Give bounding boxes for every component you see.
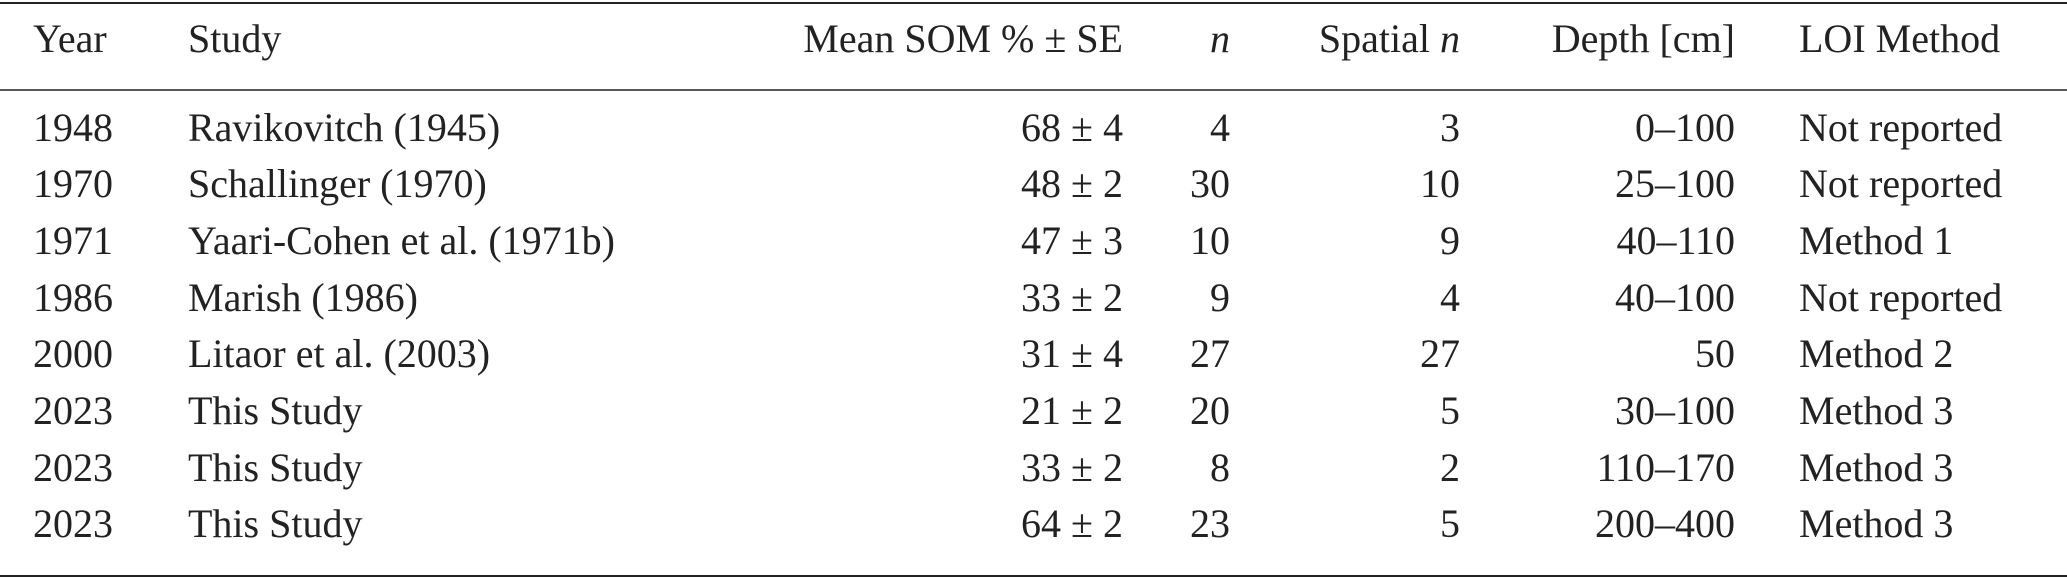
table-cell: 47 ± 3	[1021, 218, 1123, 263]
table-cell: 25–100	[1615, 161, 1735, 206]
table-cell: 0–100	[1635, 105, 1735, 150]
table-cell: 9	[1440, 218, 1460, 263]
column-header: Spatial n	[1319, 16, 1460, 61]
table-cell: 2023	[33, 388, 113, 433]
table-cell: 33 ± 2	[1021, 275, 1123, 320]
table-cell: 5	[1440, 388, 1460, 433]
table-cell: Method 3	[1799, 501, 1953, 546]
table-cell: Not reported	[1799, 105, 2002, 150]
table-cell: 5	[1440, 501, 1460, 546]
column-header: Study	[188, 16, 281, 61]
table-cell: 1970	[33, 161, 113, 206]
table-cell: Not reported	[1799, 161, 2002, 206]
column-header: LOI Method	[1799, 16, 2000, 61]
table-cell: 27	[1420, 331, 1460, 376]
column-header: Mean SOM % ± SE	[803, 16, 1123, 61]
column-header-part: Spatial	[1319, 16, 1430, 61]
table-cell: Schallinger (1970)	[188, 161, 487, 206]
table-cell: This Study	[188, 388, 362, 433]
column-header-part: n	[1440, 16, 1460, 61]
table-cell: Method 1	[1799, 218, 1953, 263]
table-cell: 3	[1440, 105, 1460, 150]
table-cell: Marish (1986)	[188, 275, 418, 320]
column-header: Depth [cm]	[1552, 16, 1735, 61]
table-cell: 21 ± 2	[1021, 388, 1123, 433]
table-cell: 50	[1695, 331, 1735, 376]
table-cell: Not reported	[1799, 275, 2002, 320]
table-cell: 4	[1440, 275, 1460, 320]
table-cell: This Study	[188, 445, 362, 490]
table-cell: 8	[1210, 445, 1230, 490]
table-cell: 1971	[33, 218, 113, 263]
table-cell: Yaari-Cohen et al. (1971b)	[188, 218, 615, 263]
table-cell: Method 3	[1799, 388, 1953, 433]
table-cell: Method 2	[1799, 331, 1953, 376]
table-cell: 9	[1210, 275, 1230, 320]
table-cell: 40–110	[1616, 218, 1735, 263]
table-cell: 68 ± 4	[1021, 105, 1123, 150]
table-cell: This Study	[188, 501, 362, 546]
table-cell: 10	[1420, 161, 1460, 206]
table-cell: 20	[1190, 388, 1230, 433]
table-cell: 48 ± 2	[1021, 161, 1123, 206]
table-cell: 1948	[33, 105, 113, 150]
table-cell: 30–100	[1615, 388, 1735, 433]
table-cell: 33 ± 2	[1021, 445, 1123, 490]
column-header: Year	[33, 16, 107, 61]
table-cell: 10	[1190, 218, 1230, 263]
table-cell: 2023	[33, 445, 113, 490]
table-cell: 23	[1190, 501, 1230, 546]
table-cell: 30	[1190, 161, 1230, 206]
table-cell: 2023	[33, 501, 113, 546]
table-cell: 1986	[33, 275, 113, 320]
table-cell: 200–400	[1595, 501, 1735, 546]
table-cell: 27	[1190, 331, 1230, 376]
table-cell: 2	[1440, 445, 1460, 490]
table-cell: Method 3	[1799, 445, 1953, 490]
table-cell: Ravikovitch (1945)	[188, 105, 500, 150]
table-cell: 64 ± 2	[1021, 501, 1123, 546]
table-cell: 40–100	[1615, 275, 1735, 320]
table-cell: 4	[1210, 105, 1230, 150]
table-cell: 31 ± 4	[1021, 331, 1123, 376]
column-header: n	[1210, 16, 1230, 61]
table-cell: Litaor et al. (2003)	[188, 331, 490, 376]
table-cell: 110–170	[1596, 445, 1735, 490]
table-cell: 2000	[33, 331, 113, 376]
